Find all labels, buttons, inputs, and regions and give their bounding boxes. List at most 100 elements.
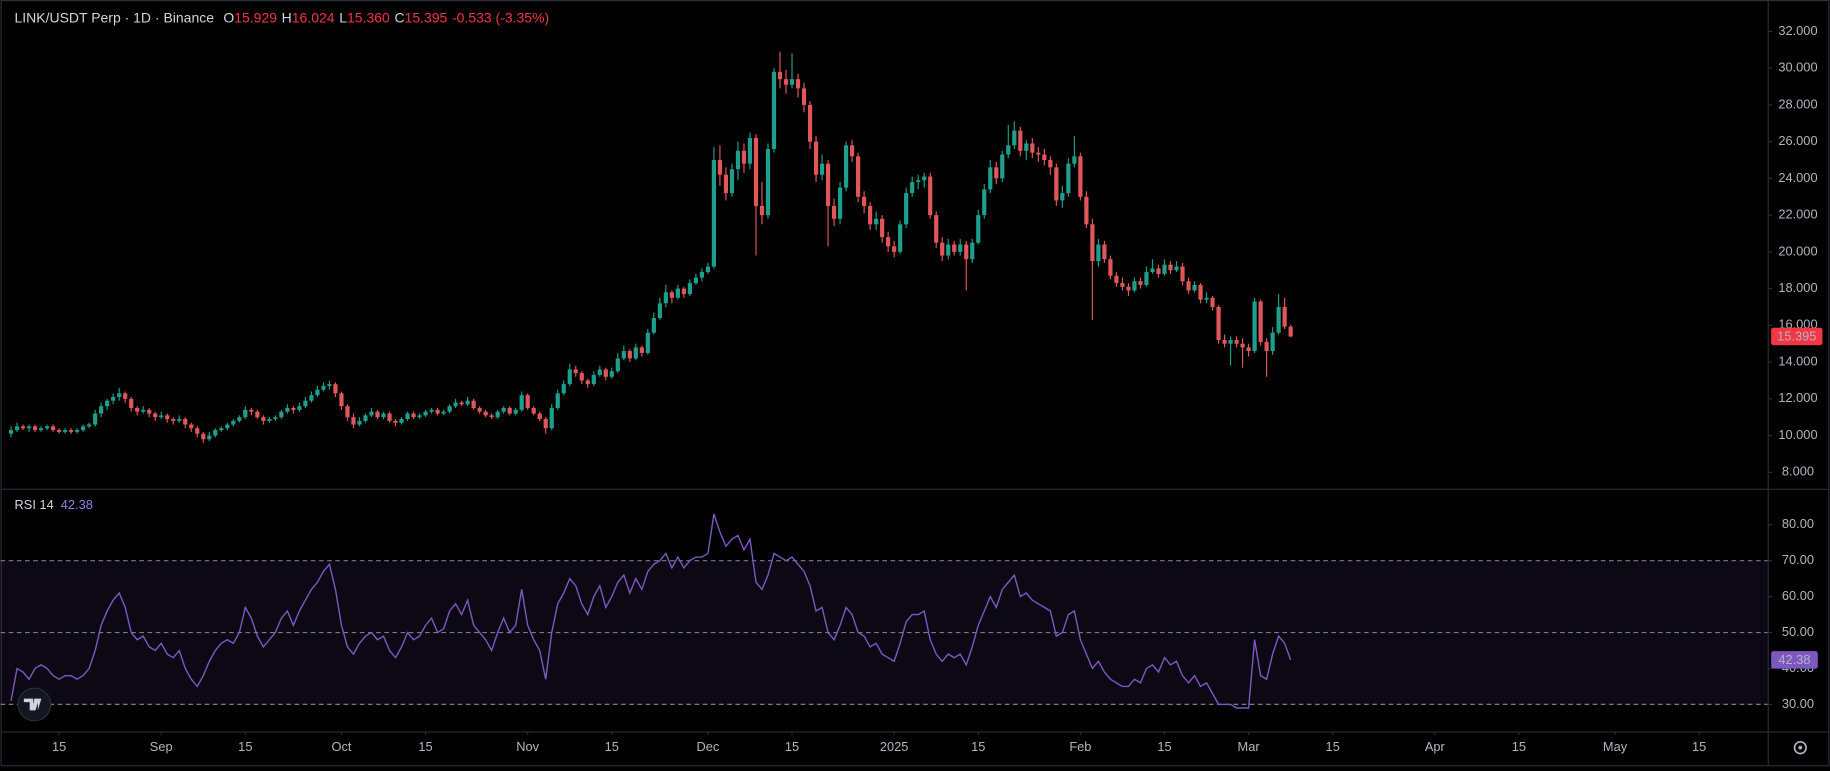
candle-body (777, 71, 783, 80)
y-tick-label: 26.000 (1778, 133, 1817, 148)
candle-body (411, 413, 416, 418)
candle-body (1000, 154, 1005, 179)
y-tick-label: 8.000 (1782, 464, 1814, 479)
candle-body (519, 395, 524, 410)
candle-body (1246, 347, 1251, 352)
candle-body (946, 244, 951, 256)
candle-body (723, 174, 729, 194)
candle-body (988, 167, 993, 190)
candle-body (603, 369, 608, 377)
settings-icon[interactable] (1793, 741, 1807, 755)
candle-body (850, 145, 855, 157)
candle-body (1006, 145, 1011, 155)
candle-body (621, 351, 626, 359)
candle-body (843, 145, 849, 188)
candle-body (1204, 297, 1209, 300)
candle-body (831, 205, 837, 219)
candle-body (940, 242, 945, 256)
candle-body (20, 426, 26, 429)
candle-body (1138, 281, 1143, 285)
candle-body (639, 347, 644, 353)
candle-body (477, 408, 482, 412)
candle-body (1012, 130, 1017, 146)
candle-body (759, 205, 765, 216)
candle-body (892, 246, 897, 252)
candle-body (339, 393, 344, 407)
candle-body (189, 424, 194, 429)
legend-value: 16.024 (292, 9, 335, 25)
candle-body (327, 384, 332, 386)
x-tick-label: Feb (1069, 739, 1091, 754)
candle-body (405, 413, 410, 420)
rsi-y-tick-label: 70.00 (1782, 552, 1814, 567)
candle-body (633, 347, 638, 359)
candle-body (129, 398, 134, 409)
candle-body (934, 215, 939, 243)
candle-body (1096, 244, 1101, 262)
candle-body (453, 402, 458, 407)
candle-body (1132, 281, 1137, 291)
candle-body (171, 419, 176, 421)
candle-body (399, 419, 404, 423)
candle-body (1024, 143, 1029, 151)
candle-body (369, 411, 374, 416)
candle-body (273, 417, 278, 420)
candle-body (291, 408, 296, 410)
symbol: LINK/USDT Perp · 1D · Binance (15, 9, 215, 25)
legend-key: H (282, 9, 292, 25)
candle-body (351, 417, 356, 425)
candle-body (447, 406, 452, 412)
candle-body (651, 317, 656, 333)
candle-body (525, 395, 530, 409)
candle-body (717, 160, 723, 175)
candle-body (1090, 224, 1095, 262)
candle-body (69, 430, 74, 432)
candle-body (1252, 301, 1257, 352)
price-tag-label: 15.395 (1777, 328, 1816, 343)
candle-body (747, 137, 753, 164)
candle-body (928, 176, 933, 216)
candle-body (795, 79, 801, 89)
candle-body (753, 137, 759, 206)
candle-body (393, 420, 398, 423)
candle-body (1186, 281, 1191, 291)
x-tick-label: 15 (971, 739, 985, 754)
candle-body (333, 384, 338, 394)
candle-body (105, 400, 110, 407)
candle-body (705, 266, 711, 273)
candle-body (837, 187, 843, 219)
candle-body (880, 218, 885, 238)
x-tick-label: 15 (52, 739, 66, 754)
candle-body (952, 244, 957, 252)
candle-body (165, 415, 170, 420)
settings-button[interactable] (1793, 741, 1807, 755)
candle-body (597, 369, 602, 375)
candle-body (99, 406, 104, 414)
candle-body (1156, 268, 1161, 274)
candle-body (862, 196, 867, 206)
candle-body (213, 430, 218, 436)
candle-body (868, 205, 873, 225)
candle-body (201, 433, 206, 440)
logo-mark (23, 698, 42, 711)
candle-body (1054, 167, 1059, 201)
candle-body (1078, 156, 1083, 197)
candle-body (663, 292, 668, 304)
candle-body (489, 415, 494, 418)
rsi-legend: RSI 14 42.38 (15, 498, 93, 513)
y-tick-label: 32.000 (1778, 23, 1817, 38)
candle-body (874, 218, 879, 225)
x-tick-label: 15 (1692, 739, 1706, 754)
candle-body (267, 419, 272, 421)
y-tick-label: 20.000 (1778, 243, 1817, 258)
candle-body (681, 288, 686, 295)
candle-body (459, 402, 464, 405)
candle-body (87, 424, 92, 427)
candle-body (1042, 154, 1047, 161)
x-tick-label: 15 (1157, 739, 1171, 754)
logo[interactable] (17, 687, 52, 722)
rsi-y-tick-label: 80.00 (1782, 516, 1814, 531)
candle-body (417, 415, 422, 418)
